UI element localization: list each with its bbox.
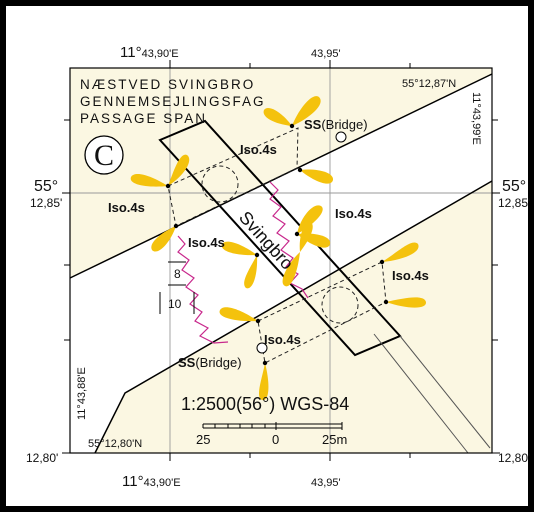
chart-title-line-2: GENNEMSEJLINGSFAG — [80, 94, 266, 109]
light-flare-icon — [297, 205, 323, 234]
light-flare-icon — [299, 221, 313, 252]
right-lat-deg: 55° — [502, 178, 526, 195]
light-points — [165, 123, 389, 366]
shoreline-north — [69, 73, 493, 279]
bottom-lon-left: 11°43,90'E — [122, 473, 181, 490]
left-lat-deg: 55° — [34, 178, 58, 195]
area-letter-circle — [84, 135, 124, 175]
bridge-approach — [373, 333, 469, 454]
right-bottom-lat: 12,80' — [498, 451, 530, 465]
light-flare-icon — [244, 255, 258, 289]
light-label: Iso.4s — [108, 200, 145, 215]
bottom-lon-right: 43,95' — [311, 477, 341, 489]
chart-area: C NÆSTVED SVINGBRO GENNEMSEJLINGSFAG PAS… — [62, 60, 500, 461]
area-letter: C — [94, 139, 114, 172]
clearance-height: 8 — [174, 267, 181, 281]
grid — [70, 68, 492, 453]
signal-station-top — [335, 131, 347, 143]
light-flare-icon — [300, 169, 334, 184]
border-ticks — [62, 60, 500, 461]
ss-top-label: SS(Bridge) — [304, 117, 368, 132]
light-flare-icon — [263, 107, 292, 126]
scale-bar-label-zero: 0 — [272, 432, 279, 447]
clearance-width: 10 — [168, 297, 182, 311]
right-lat-min: 12,85' — [498, 196, 530, 210]
lon-left-vertical: 11°43,88'E — [76, 367, 88, 420]
light-flare-icon — [221, 241, 257, 256]
chart-title-line-1: NÆSTVED SVINGBRO — [80, 77, 255, 92]
left-bottom-lat: 12,80' — [26, 451, 58, 465]
ss-bottom-label: SS(Bridge) — [178, 355, 242, 370]
light-flare-icon — [282, 252, 300, 287]
light-flare-icon — [219, 307, 258, 322]
scale-bar — [202, 422, 343, 430]
light-label: Iso.4s — [392, 268, 429, 283]
light-flare-icon — [258, 363, 269, 401]
chart-title-line-3: PASSAGE SPAN — [80, 111, 207, 126]
scale-bar-label-left: 25 — [196, 432, 210, 447]
clearance-symbol — [159, 261, 195, 314]
light-label: Iso.4s — [188, 235, 225, 250]
light-label: Iso.4s — [335, 206, 372, 221]
light-label: Iso.4s — [264, 332, 301, 347]
light-flare-icon — [292, 96, 321, 126]
scale-bar-label-right: 25m — [322, 432, 347, 447]
light-flare-icon — [168, 154, 190, 186]
light-flare-icon — [130, 173, 168, 187]
cable-left — [177, 235, 229, 344]
shoreline-south — [94, 180, 493, 454]
left-lat-min: 12,85' — [30, 196, 62, 210]
lat-top-right: 55°12,87'N — [402, 78, 456, 90]
light-flare-icon — [382, 242, 419, 262]
top-lon-left: 11°43,90'E — [120, 44, 179, 61]
water-channel — [70, 74, 492, 453]
light-flare-icon — [386, 297, 427, 308]
top-lon-right: 43,95' — [311, 48, 341, 60]
land-south — [95, 181, 492, 453]
bridge-approach-2 — [399, 335, 491, 449]
light-flare-icon — [151, 226, 176, 252]
signal-station-bottom — [256, 342, 268, 354]
lon-right-vertical: 11°43,99'E — [470, 92, 482, 145]
light-flares — [130, 96, 427, 401]
light-label: Iso.4s — [240, 142, 277, 157]
chart-frame — [69, 67, 493, 454]
scale-text: 1:2500(56°) WGS-84 — [181, 394, 349, 414]
lat-bottom-left: 55°12,80'N — [88, 438, 142, 450]
